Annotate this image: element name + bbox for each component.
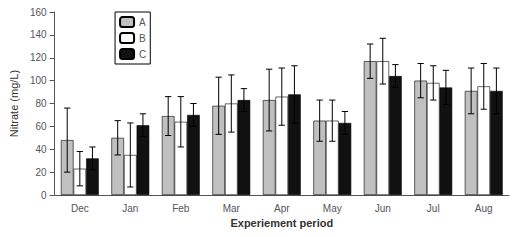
svg-text:80: 80 bbox=[35, 98, 47, 109]
svg-text:Nitrate (mg/L): Nitrate (mg/L) bbox=[8, 70, 20, 137]
svg-text:Feb: Feb bbox=[172, 203, 190, 214]
svg-text:20: 20 bbox=[35, 167, 47, 178]
svg-text:Jul: Jul bbox=[427, 203, 440, 214]
svg-text:140: 140 bbox=[30, 29, 47, 40]
svg-text:Dec: Dec bbox=[71, 203, 89, 214]
svg-text:Jan: Jan bbox=[122, 203, 138, 214]
svg-text:A: A bbox=[139, 17, 146, 28]
svg-text:60: 60 bbox=[35, 121, 47, 132]
svg-text:0: 0 bbox=[41, 190, 47, 201]
svg-text:C: C bbox=[139, 49, 146, 60]
svg-text:Jun: Jun bbox=[375, 203, 391, 214]
svg-text:May: May bbox=[323, 203, 342, 214]
svg-text:B: B bbox=[139, 33, 146, 44]
svg-text:160: 160 bbox=[30, 7, 47, 18]
svg-text:Apr: Apr bbox=[274, 203, 290, 214]
svg-text:120: 120 bbox=[30, 52, 47, 63]
svg-text:40: 40 bbox=[35, 144, 47, 155]
svg-text:100: 100 bbox=[30, 75, 47, 86]
svg-text:Aug: Aug bbox=[475, 203, 493, 214]
svg-text:Mar: Mar bbox=[223, 203, 241, 214]
svg-text:Experiement period: Experiement period bbox=[230, 217, 333, 229]
